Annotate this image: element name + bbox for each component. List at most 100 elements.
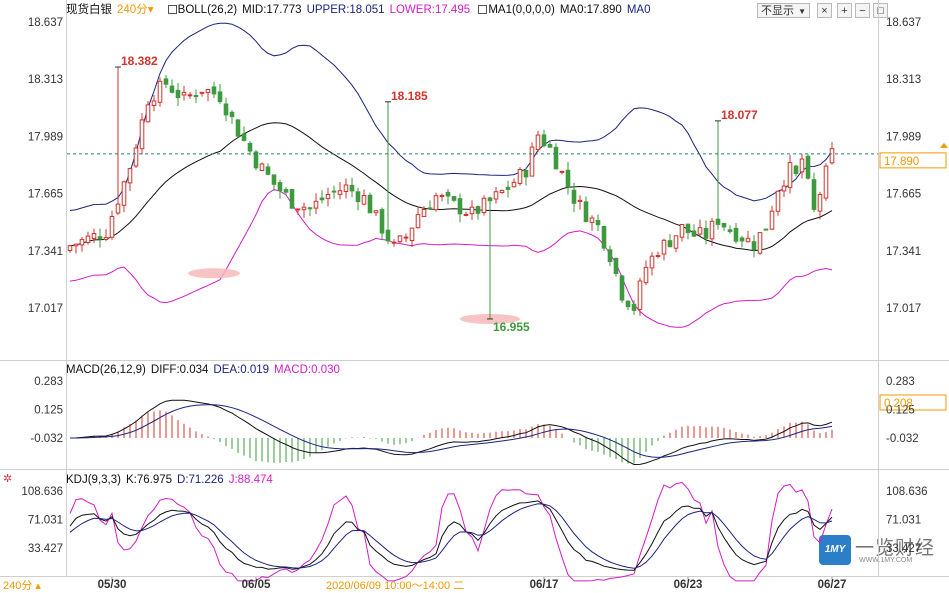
kdj-label: KDJ(9,3,3)	[66, 474, 121, 486]
candle-body	[517, 169, 523, 184]
hide-select[interactable]: 不显示 ▼	[757, 3, 810, 18]
candle-body	[823, 165, 829, 199]
candle-body	[187, 94, 193, 97]
period-selector[interactable]: 240分▾	[117, 4, 154, 16]
candle-body	[595, 220, 601, 226]
candle-body	[355, 191, 361, 203]
candle-body	[793, 165, 799, 175]
boll-label: BOLL(26,2)	[177, 4, 238, 16]
candle-body	[367, 194, 373, 214]
candle-body	[745, 237, 751, 243]
candle-body	[421, 209, 427, 217]
boll-lower-line	[69, 188, 833, 328]
close-indicator-button[interactable]: ×	[817, 3, 832, 18]
candle-body	[553, 146, 559, 170]
kdj-y-tick-left: 71.031	[28, 515, 63, 527]
candle-body	[487, 197, 493, 202]
kdj-k-line	[69, 500, 833, 571]
y-tick-right: 18.313	[886, 74, 921, 86]
candle-body	[253, 151, 259, 169]
candle-body	[655, 255, 661, 257]
candle-body	[439, 195, 445, 197]
instrument-name: 现货白银	[66, 4, 112, 16]
y-tick-right: 18.637	[886, 17, 921, 29]
candle-body	[799, 158, 805, 173]
ma-label: MA1(0,0,0,0)	[488, 4, 555, 16]
candle-body	[667, 240, 673, 248]
macd-header: MACD(26,12,9) DIFF:0.034 DEA:0.019 MACD:0.0…	[66, 363, 345, 377]
candle-body	[145, 104, 151, 123]
candle-body	[781, 185, 787, 192]
brand-watermark: 1MY 一览财经 WWW.1MY.COM	[819, 533, 939, 571]
brand-site: WWW.1MY.COM	[859, 557, 913, 564]
kdj-y-tick-right: 108.636	[886, 486, 928, 498]
candle-body	[331, 190, 337, 193]
settings-gear-icon[interactable]: ✲	[3, 473, 13, 485]
candle-body	[583, 201, 589, 223]
candle-body	[625, 300, 631, 308]
candle-body	[175, 89, 181, 99]
kdj-y-tick-right: 71.031	[886, 515, 921, 527]
restore-button[interactable]: □	[873, 3, 888, 18]
candle-body	[301, 206, 307, 211]
period-footer-selector[interactable]: 240分 ▴	[3, 580, 41, 592]
low-highlight-1	[188, 268, 240, 279]
candle-body	[697, 227, 703, 235]
candle-body	[283, 189, 289, 193]
up-arrow-icon	[940, 142, 948, 148]
candle-body	[265, 166, 271, 175]
candle-body	[691, 230, 697, 237]
candle-body	[91, 233, 97, 239]
candle-body	[103, 237, 109, 241]
candle-body	[157, 80, 163, 103]
candle-body	[673, 235, 679, 249]
candle-body	[337, 190, 343, 195]
candle-body	[685, 223, 691, 234]
candle-body	[373, 210, 379, 214]
boll-lower: LOWER:17.495	[389, 4, 471, 16]
candle-body	[121, 181, 127, 206]
x-tick-label: 05/30	[98, 579, 127, 591]
candle-body	[229, 111, 235, 118]
kdj-d-line	[69, 503, 833, 569]
kdj-j: J:88.474	[228, 474, 273, 486]
candle-body	[727, 229, 733, 233]
boll-upper: UPPER:18.051	[306, 4, 385, 16]
candle-body	[763, 228, 769, 231]
candle-body	[637, 280, 643, 310]
candle-body	[709, 220, 715, 240]
kdj-y-tick-left: 33.427	[28, 543, 63, 555]
candle-body	[397, 235, 403, 243]
candle-body	[169, 85, 175, 93]
zoom-in-button[interactable]: +	[837, 3, 852, 18]
candle-body	[271, 174, 277, 185]
candle-body	[133, 147, 139, 167]
candle-body	[715, 218, 721, 225]
y-tick-right: 17.017	[886, 303, 921, 315]
candle-body	[775, 190, 781, 212]
ma0-label: MA0	[626, 4, 651, 16]
macd-y-tick-right: 0.283	[886, 376, 915, 388]
candle-body	[757, 232, 763, 254]
candle-body	[181, 91, 187, 96]
candle-body	[127, 168, 133, 184]
candle-body	[313, 200, 319, 209]
candle-body	[649, 255, 655, 269]
extreme-label: 18.185	[391, 89, 428, 103]
candle-body	[817, 194, 823, 212]
candle-body	[721, 223, 727, 228]
candle-body	[469, 206, 475, 215]
brand-logo-icon: 1MY	[819, 535, 851, 565]
kdj-header: KDJ(9,3,3) K:76.975 D:71.226 J:88.474	[66, 473, 278, 487]
candle-body	[493, 191, 499, 200]
candle-body	[541, 134, 547, 147]
zoom-out-button[interactable]: −	[855, 3, 870, 18]
candle-body	[523, 170, 529, 178]
candle-body	[79, 239, 85, 246]
candle-body	[85, 235, 91, 244]
brand-name: 一览财经	[855, 538, 936, 559]
candle-body	[475, 206, 481, 214]
macd-current-tag	[879, 394, 947, 411]
